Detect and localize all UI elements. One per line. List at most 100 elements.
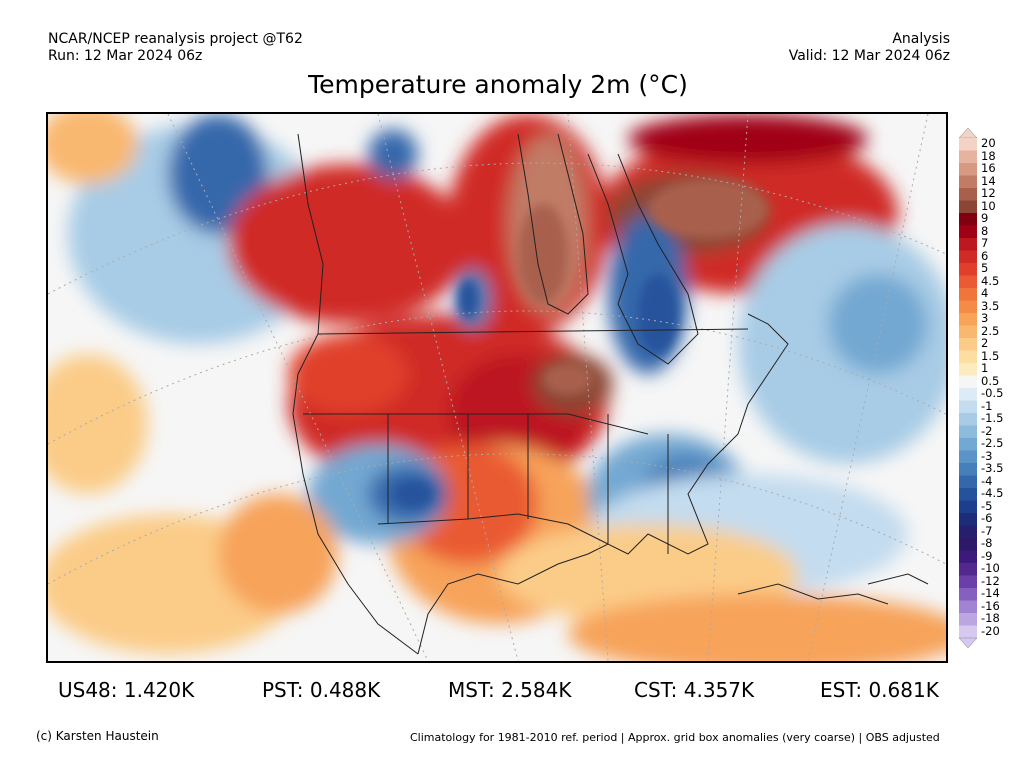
colorbar-swatch: [959, 163, 977, 176]
colorbar-swatch: [959, 600, 977, 614]
colorbar-label: 10: [981, 198, 996, 213]
colorbar-swatch: [959, 188, 977, 201]
colorbar-label: -4.5: [981, 486, 1004, 500]
colorbar-swatch: [959, 488, 977, 501]
colorbar-label: 4: [981, 286, 989, 300]
colorbar-swatch: [959, 475, 977, 489]
colorbar-label: 4.5: [981, 273, 1000, 288]
colorbar-swatch: [959, 175, 977, 189]
colorbar-label: -1: [981, 398, 993, 413]
colorbar-label: -14: [981, 586, 1000, 600]
colorbar-label: 7: [981, 236, 989, 250]
valid-time: Valid: 12 Mar 2024 06z: [788, 48, 950, 64]
colorbar-swatches: [958, 127, 978, 649]
colorbar-label: -2.5: [981, 436, 1004, 450]
graticule: [48, 114, 946, 661]
colorbar-label: 20: [981, 136, 996, 150]
coastlines: [292, 133, 929, 655]
colorbar-swatch: [959, 438, 977, 451]
colorbar-label: -18: [981, 611, 1000, 625]
colorbar-swatch: [959, 338, 977, 351]
colorbar-swatch: [959, 450, 977, 464]
colorbar-label: 1.5: [981, 348, 1000, 363]
colorbar-swatch: [959, 288, 977, 301]
colorbar-swatch: [959, 500, 977, 514]
colorbar-label: -8: [981, 536, 993, 550]
colorbar-swatch: [959, 525, 977, 539]
header-right: Analysis Valid: 12 Mar 2024 06z: [789, 31, 950, 65]
colorbar-swatch: [959, 375, 977, 389]
colorbar-swatch: [959, 225, 977, 239]
colorbar-swatch: [959, 325, 977, 339]
colorbar-swatch: [959, 425, 977, 439]
colorbar-label: -7: [981, 523, 993, 538]
colorbar-swatch: [959, 400, 977, 414]
colorbar-label: -10: [981, 561, 1000, 575]
colorbar-swatch: [959, 138, 977, 151]
colorbar-swatch: [959, 250, 977, 264]
stat-cst: CST: 4.357K: [634, 678, 755, 702]
colorbar-swatch: [959, 625, 977, 639]
stat-mst: MST: 2.584K: [448, 678, 572, 702]
colorbar-swatch: [959, 550, 977, 564]
stat-us48: US48: 1.420K: [58, 678, 195, 702]
colorbar: [958, 127, 978, 649]
analysis-label: Analysis: [892, 31, 950, 47]
colorbar-label: 3: [981, 311, 989, 325]
map-canvas: [48, 114, 946, 661]
colorbar-label: -0.5: [981, 386, 1004, 400]
colorbar-label: 18: [981, 148, 996, 163]
colorbar-swatch: [959, 200, 977, 214]
colorbar-swatch: [959, 388, 977, 401]
colorbar-swatch: [959, 350, 977, 364]
colorbar-label: 12: [981, 186, 996, 200]
run-time: Run: 12 Mar 2024 06z: [48, 48, 203, 64]
colorbar-label: -2: [981, 423, 993, 438]
colorbar-label: 14: [981, 173, 996, 188]
climatology-note: Climatology for 1981-2010 ref. period | …: [410, 731, 940, 744]
colorbar-swatch: [959, 238, 977, 251]
colorbar-label: -4: [981, 473, 993, 488]
colorbar-label: 0.5: [981, 373, 1000, 388]
map-title: Temperature anomaly 2m (°C): [308, 70, 688, 99]
colorbar-swatch: [959, 363, 977, 376]
colorbar-label: 1: [981, 361, 989, 375]
colorbar-swatch: [959, 575, 977, 589]
colorbar-label: -9: [981, 548, 993, 563]
colorbar-top-arrow: [958, 127, 978, 139]
colorbar-label: 6: [981, 248, 989, 263]
colorbar-swatch: [959, 275, 977, 289]
colorbar-swatch: [959, 613, 977, 626]
colorbar-label: 16: [981, 161, 996, 175]
colorbar-swatch: [959, 150, 977, 164]
colorbar-swatch: [959, 513, 977, 526]
colorbar-swatch: [959, 463, 977, 476]
colorbar-label: -5: [981, 498, 993, 513]
colorbar-label: -16: [981, 598, 1000, 613]
stat-est: EST: 0.681K: [820, 678, 939, 702]
colorbar-swatch: [959, 563, 977, 576]
colorbar-label: -1.5: [981, 411, 1004, 425]
colorbar-label: 9: [981, 211, 989, 225]
colorbar-labels: 20 18 16 14 12 10 9 8 7 6 5 4.5 4 3.5 3 2.5 2 1.5 1 0.5 -0.5…: [981, 128, 1023, 648]
colorbar-label: 2: [981, 336, 989, 350]
colorbar-label: -3: [981, 448, 993, 463]
colorbar-label: 3.5: [981, 298, 1000, 313]
colorbar-label: -12: [981, 573, 1000, 588]
colorbar-swatch: [959, 588, 977, 601]
region-stats: US48: 1.420K PST: 0.488K MST: 2.584K CST…: [0, 678, 1024, 706]
colorbar-swatch: [959, 538, 977, 551]
colorbar-label: 5: [981, 261, 989, 275]
stat-pst: PST: 0.488K: [262, 678, 381, 702]
header-left: NCAR/NCEP reanalysis project @T62 Run: 1…: [48, 31, 303, 65]
colorbar-swatch: [959, 213, 977, 226]
anomaly-hotspots: [393, 179, 768, 508]
colorbar-label: -6: [981, 511, 993, 525]
colorbar-swatch: [959, 413, 977, 426]
colorbar-label: -3.5: [981, 461, 1004, 475]
colorbar-swatch: [959, 263, 977, 276]
colorbar-label: 8: [981, 223, 989, 238]
colorbar-swatch: [959, 313, 977, 326]
colorbar-label: 2.5: [981, 323, 1000, 338]
colorbar-swatch: [959, 300, 977, 314]
